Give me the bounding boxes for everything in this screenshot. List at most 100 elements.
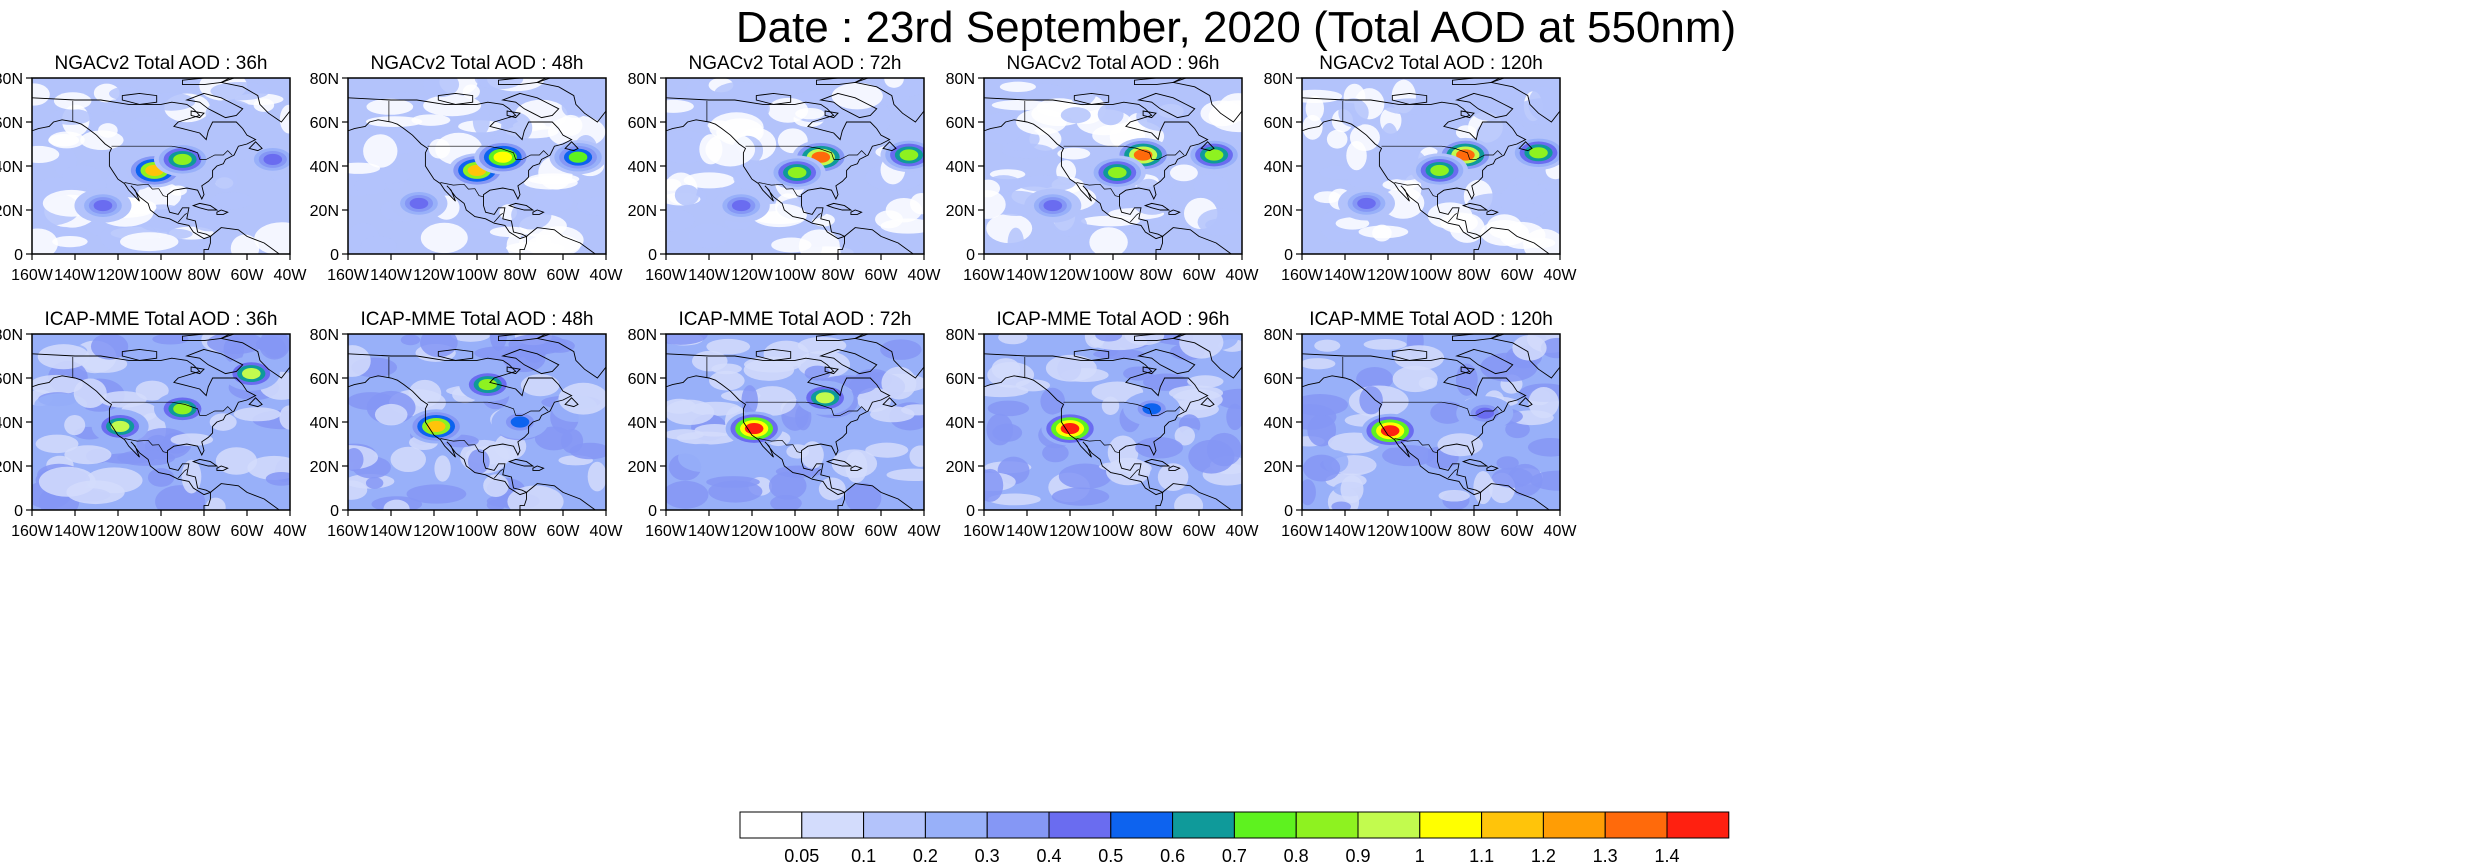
y-tick-label: 60N bbox=[628, 115, 657, 132]
aod-blob bbox=[198, 240, 240, 254]
aod-blob bbox=[1331, 501, 1351, 510]
aod-blob bbox=[666, 429, 705, 440]
coastline bbox=[437, 348, 474, 361]
aod-blob bbox=[1527, 437, 1560, 457]
y-tick-label: 20N bbox=[0, 459, 23, 476]
coastline bbox=[1473, 227, 1551, 254]
colorbar-swatch bbox=[739, 811, 803, 839]
country-border bbox=[111, 401, 233, 416]
aod-blob bbox=[1440, 212, 1478, 233]
coastlines bbox=[32, 334, 290, 510]
aod-field bbox=[666, 78, 924, 254]
x-tick-label: 80W bbox=[1140, 267, 1174, 284]
aod-blob bbox=[434, 455, 451, 482]
coastline bbox=[1137, 92, 1196, 119]
aod-blob bbox=[152, 334, 189, 345]
aod-blob bbox=[561, 95, 589, 119]
x-tick-label: 80W bbox=[188, 267, 222, 284]
aod-blob bbox=[1505, 420, 1530, 439]
aod-blob bbox=[170, 433, 214, 447]
aod-blob bbox=[1119, 93, 1146, 111]
x-tick-label: 160W bbox=[327, 267, 370, 284]
aod-blob bbox=[1057, 147, 1091, 160]
country-border bbox=[1076, 182, 1120, 198]
aod-blob bbox=[666, 480, 709, 509]
aod-blob bbox=[147, 468, 175, 487]
colorbar-swatch bbox=[1110, 811, 1174, 839]
x-tick-label: 140W bbox=[54, 523, 97, 540]
aod-blob bbox=[82, 354, 128, 373]
coastline bbox=[1518, 141, 1533, 152]
coastline bbox=[1168, 209, 1181, 215]
aod-blob bbox=[189, 202, 229, 232]
country-border bbox=[1076, 438, 1120, 454]
country-border bbox=[493, 213, 503, 223]
country-border bbox=[440, 438, 484, 454]
x-tick-label: 80W bbox=[188, 523, 222, 540]
aod-blob bbox=[991, 358, 1021, 380]
y-tick-label: 0 bbox=[648, 247, 657, 264]
x-tick-label: 120W bbox=[1049, 523, 1092, 540]
x-tick-label: 120W bbox=[1367, 267, 1410, 284]
coastline bbox=[850, 465, 863, 471]
aod-hotspot bbox=[1456, 149, 1475, 161]
y-tick-label: 40N bbox=[628, 159, 657, 176]
aod-blob bbox=[348, 448, 364, 472]
aod-blob bbox=[770, 494, 802, 510]
coastline bbox=[219, 334, 290, 379]
aod-blob bbox=[1302, 394, 1348, 416]
aod-blob bbox=[865, 442, 909, 458]
country-border bbox=[1063, 145, 1185, 160]
aod-blob bbox=[771, 237, 812, 253]
coastline bbox=[1452, 78, 1501, 86]
y-tick-label: 0 bbox=[1284, 503, 1293, 520]
panel-title: NGACv2 Total AOD : 96h bbox=[1007, 53, 1220, 74]
country-border bbox=[1129, 213, 1140, 223]
panel-title: ICAP-MME Total AOD : 36h bbox=[44, 309, 277, 330]
country-border bbox=[1447, 213, 1458, 223]
colorbar-label: 0.5 bbox=[1098, 846, 1123, 862]
aod-hotspot bbox=[787, 167, 807, 179]
aod-blob bbox=[666, 334, 708, 345]
x-tick-label: 40W bbox=[274, 267, 308, 284]
aod-blob bbox=[474, 78, 524, 90]
aod-blob bbox=[587, 461, 606, 492]
x-tick-label: 160W bbox=[11, 523, 54, 540]
coastlines bbox=[666, 334, 924, 510]
aod-field bbox=[984, 78, 1242, 254]
coastline bbox=[121, 348, 158, 361]
x-tick-label: 60W bbox=[865, 523, 899, 540]
aod-blob bbox=[1007, 227, 1025, 254]
coastlines bbox=[348, 78, 606, 254]
aod-blob bbox=[666, 208, 695, 232]
aod-blob bbox=[210, 192, 253, 210]
x-tick-label: 120W bbox=[413, 523, 456, 540]
coastline bbox=[535, 334, 606, 379]
aod-blob bbox=[768, 471, 807, 500]
aod-hotspot bbox=[1529, 147, 1548, 159]
coastline bbox=[824, 366, 839, 375]
country-border bbox=[493, 469, 503, 479]
x-tick-label: 40W bbox=[1544, 267, 1578, 284]
y-tick-label: 0 bbox=[648, 503, 657, 520]
aod-blob bbox=[1476, 118, 1527, 150]
aod-blob bbox=[279, 405, 290, 430]
country-border bbox=[111, 145, 233, 160]
country-border bbox=[811, 469, 821, 479]
x-tick-label: 40W bbox=[274, 523, 308, 540]
coastline bbox=[1461, 458, 1489, 467]
country-border bbox=[1394, 438, 1438, 454]
coastline bbox=[837, 227, 915, 254]
y-tick-label: 40N bbox=[946, 415, 975, 432]
x-tick-label: 140W bbox=[1006, 267, 1049, 284]
y-tick-label: 20N bbox=[1264, 203, 1293, 220]
coastline bbox=[501, 92, 560, 119]
aod-blob bbox=[881, 366, 917, 400]
x-tick-label: 60W bbox=[231, 267, 265, 284]
x-tick-label: 80W bbox=[504, 523, 538, 540]
aod-field bbox=[32, 78, 290, 254]
coastline bbox=[203, 227, 281, 254]
aod-blob bbox=[52, 235, 88, 248]
y-tick-label: 40N bbox=[310, 159, 339, 176]
x-tick-label: 40W bbox=[908, 523, 942, 540]
